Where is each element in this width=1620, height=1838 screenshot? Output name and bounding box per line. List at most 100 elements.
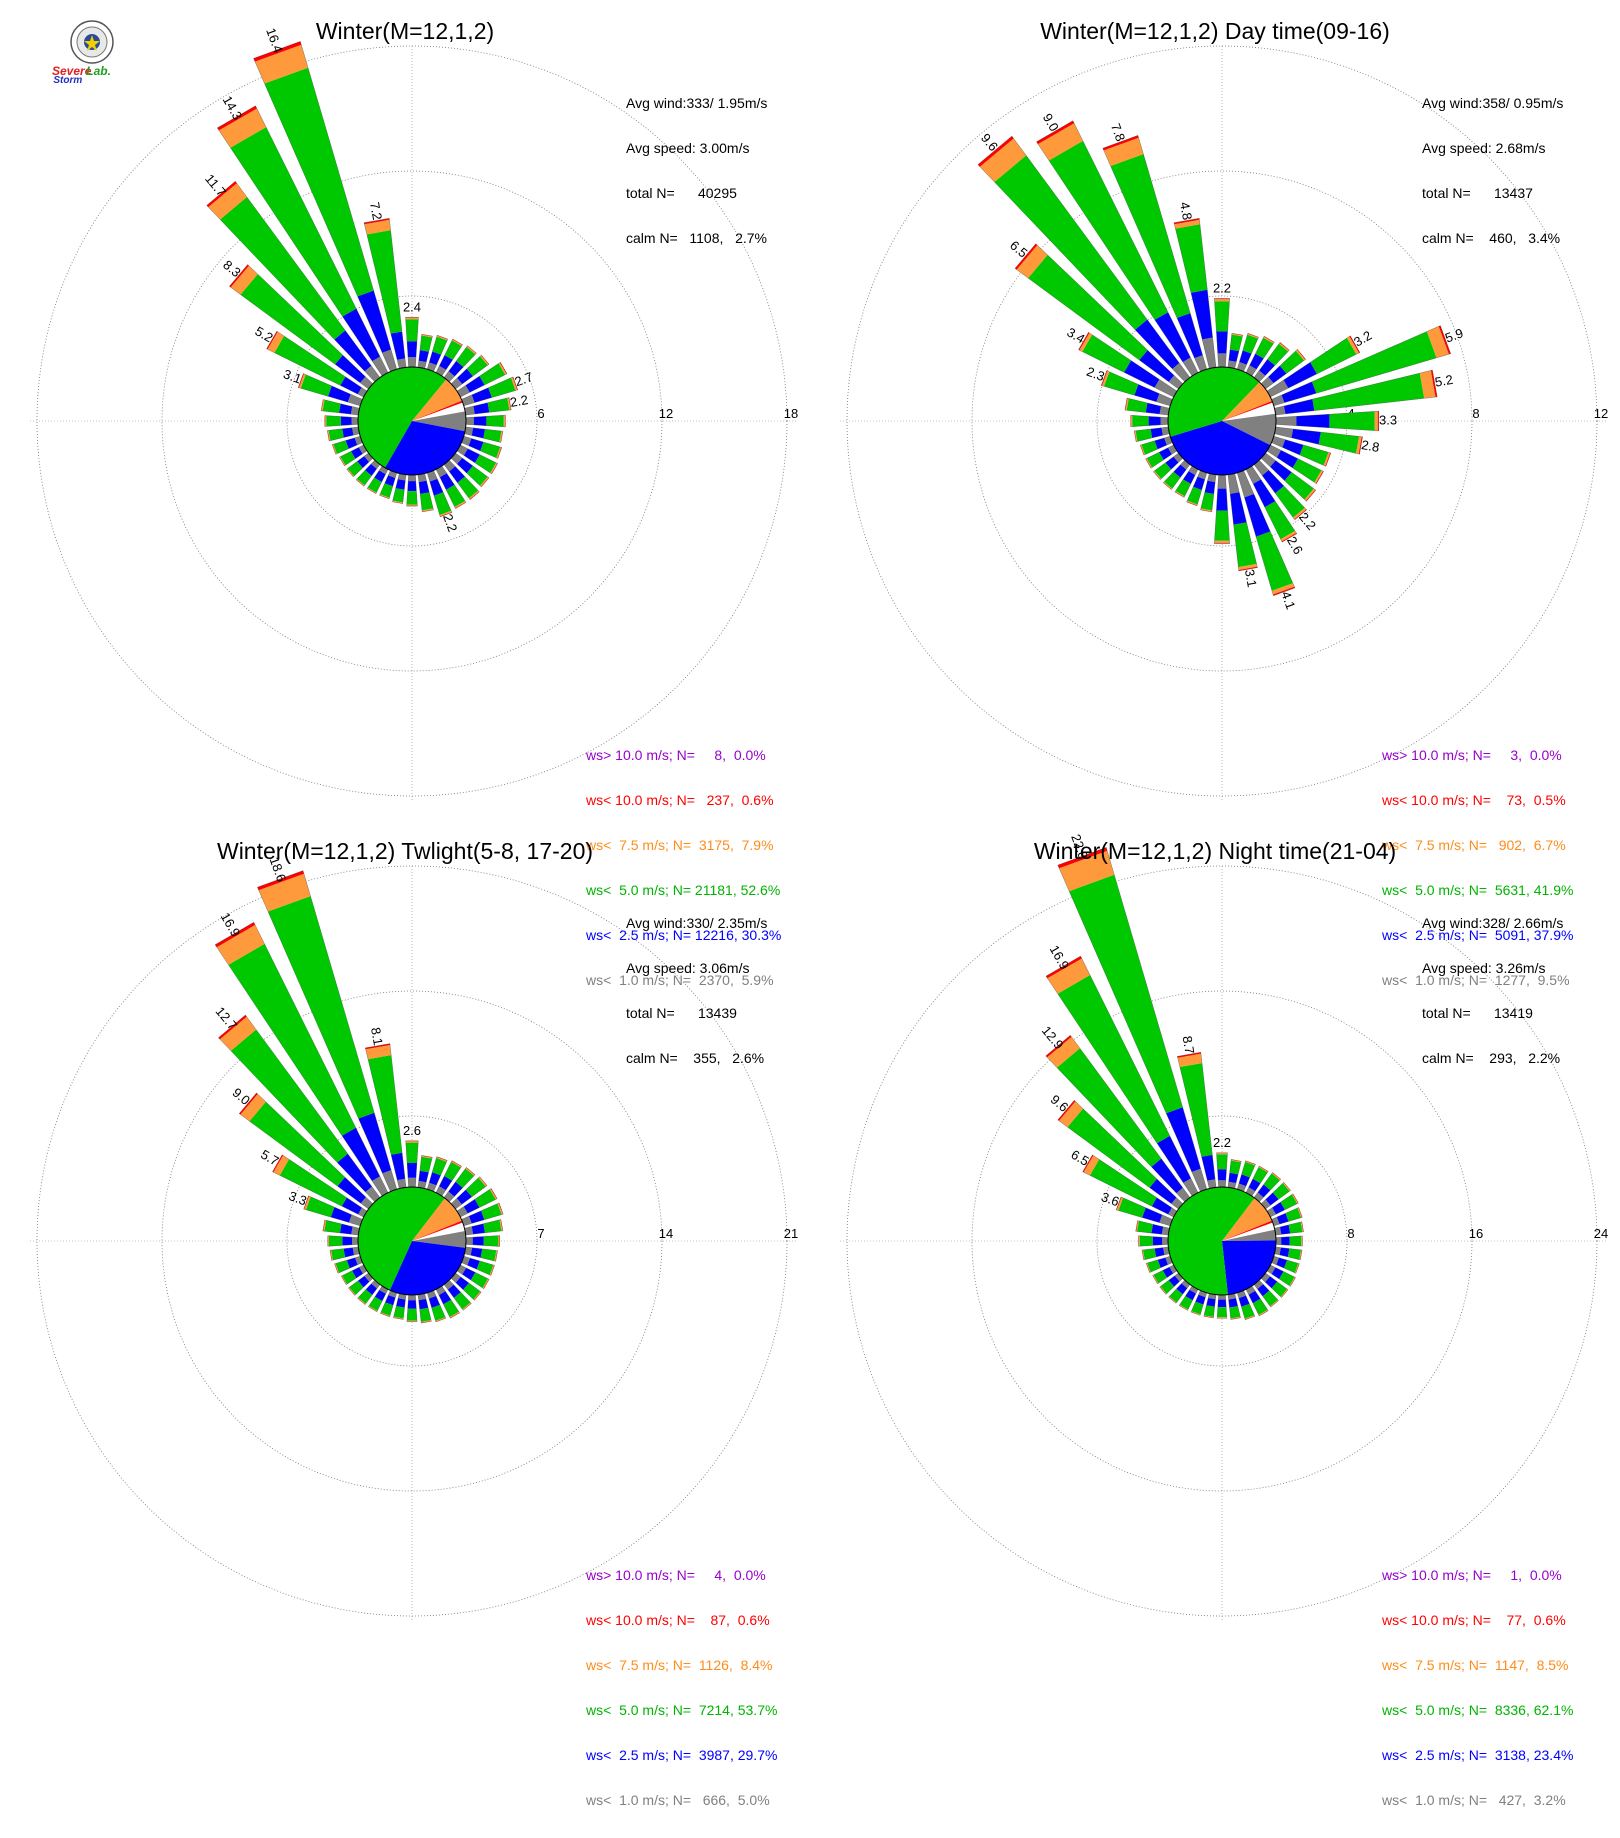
chart-title: Winter(M=12,1,2) Twlight(5-8, 17-20) [0, 838, 810, 865]
bar-segment [465, 406, 475, 415]
bar-segment [329, 1236, 342, 1246]
stat-avg-speed: Avg speed: 3.26m/s [1422, 961, 1563, 976]
lab-logo: SevereStormLab. [48, 20, 158, 90]
bar-segment [1162, 1237, 1168, 1245]
bar-label: 5.2 [1434, 372, 1454, 390]
ring-label: 8 [1472, 406, 1479, 421]
chart-title: Winter(M=12,1,2) Day time(09-16) [810, 18, 1620, 45]
stat-calm-n: calm N= 293, 2.2% [1422, 1051, 1563, 1066]
legend-item: ws< 1.0 m/s; N= 666, 5.0% [586, 1793, 777, 1808]
bar-segment [406, 1143, 418, 1163]
bar-segment [407, 1163, 417, 1178]
bar-segment [481, 1249, 497, 1261]
bar-segment [342, 1237, 352, 1246]
bar-segment [1297, 414, 1330, 428]
bar-segment [326, 416, 341, 427]
bar-segment [1329, 411, 1374, 430]
legend-item: ws> 10.0 m/s; N= 8, 0.0% [586, 748, 781, 763]
bar-segment [1214, 299, 1229, 301]
legend-item: ws< 7.5 m/s; N= 1147, 8.5% [1382, 1658, 1573, 1673]
bar-segment [419, 481, 429, 494]
bar-segment [1136, 429, 1153, 442]
bar-segment [1276, 1237, 1281, 1244]
stat-calm-n: calm N= 460, 3.4% [1422, 231, 1563, 246]
bar-segment [1216, 331, 1227, 353]
bar-segment [408, 1295, 415, 1300]
bar-segment [1149, 416, 1161, 425]
bar-segment [408, 475, 416, 481]
stats-block: Avg wind:333/ 1.95m/s Avg speed: 3.00m/s… [626, 66, 767, 276]
bar-segment [396, 1298, 405, 1307]
bar-label: 2.4 [403, 299, 421, 314]
bar-label: 8.1 [368, 1026, 386, 1046]
bar-label: 2.2 [509, 392, 529, 410]
bar-segment [397, 358, 406, 368]
bar-segment [325, 416, 326, 427]
bar-segment [407, 1321, 417, 1322]
bar-label: 7.2 [367, 201, 385, 221]
logo-storm: Storm [53, 75, 82, 86]
bar-segment [394, 1306, 405, 1318]
bar-segment [407, 491, 418, 505]
bar-label: 5.9 [1443, 325, 1465, 345]
bar-segment [1143, 1249, 1156, 1260]
bar-segment [472, 428, 485, 438]
bar-label: 4.1 [1278, 589, 1298, 611]
stats-block: Avg wind:358/ 0.95m/s Avg speed: 2.68m/s… [1422, 66, 1563, 276]
bar-segment [1161, 417, 1169, 425]
bar-segment [1230, 492, 1246, 524]
stats-block: Avg wind:328/ 2.66m/s Avg speed: 3.26m/s… [1422, 886, 1563, 1096]
legend-item: ws> 10.0 m/s; N= 4, 0.0% [586, 1568, 777, 1583]
bar-segment [391, 1153, 405, 1180]
legend-item: ws< 10.0 m/s; N= 87, 0.6% [586, 1613, 777, 1628]
bar-segment [1218, 1300, 1226, 1308]
bar-segment [339, 404, 352, 414]
bar-segment [408, 357, 416, 367]
bar-segment [466, 1237, 473, 1245]
bar-segment [1230, 1161, 1241, 1175]
bar-segment [1151, 428, 1163, 438]
stat-avg-wind: Avg wind:330/ 2.35m/s [626, 916, 767, 931]
legend-item: ws< 10.0 m/s; N= 73, 0.5% [1382, 793, 1573, 808]
bar-segment [329, 429, 344, 441]
bar-label: 2.7 [513, 369, 535, 389]
bar-segment [1229, 350, 1239, 362]
ring-label: 7 [537, 1226, 544, 1241]
bar-segment [1151, 1224, 1163, 1234]
ring-label: 21 [784, 1226, 798, 1241]
ring-label: 8 [1347, 1226, 1354, 1241]
bar-segment [420, 1157, 432, 1173]
bar-segment [1275, 406, 1286, 415]
bar-segment [1281, 1237, 1290, 1246]
bar-segment [1155, 1248, 1165, 1257]
bar-segment [1216, 489, 1227, 511]
legend-item: ws< 2.5 m/s; N= 3138, 23.4% [1382, 1748, 1573, 1763]
speed-pie-slice [1222, 1241, 1276, 1295]
bar-segment [1218, 1169, 1227, 1180]
bar-segment [1146, 403, 1161, 414]
bar-segment [1234, 522, 1257, 567]
bar-label: 2.2 [1213, 1135, 1231, 1150]
stat-calm-n: calm N= 355, 2.6% [626, 1051, 767, 1066]
bar-segment [1289, 1222, 1303, 1233]
bar-segment [1292, 429, 1321, 444]
stat-avg-wind: Avg wind:358/ 0.95m/s [1422, 96, 1563, 111]
bar-segment [352, 1237, 358, 1245]
bar-segment [1140, 1236, 1153, 1246]
windrose-panel-winter-day: 48123.25.95.23.32.82.22.64.13.12.33.46.5… [810, 0, 1620, 820]
legend-item: ws< 1.0 m/s; N= 427, 3.2% [1382, 1793, 1573, 1808]
bar-segment [1217, 1307, 1227, 1317]
bar-segment [1218, 475, 1227, 489]
stat-avg-speed: Avg speed: 3.06m/s [626, 961, 767, 976]
stat-avg-wind: Avg wind:328/ 2.66m/s [1422, 916, 1563, 931]
legend: ws> 10.0 m/s; N= 1, 0.0% ws< 10.0 m/s; N… [1382, 1538, 1573, 1838]
bar-segment [472, 1224, 485, 1234]
bar-segment [407, 505, 418, 506]
bar-segment [344, 1248, 354, 1258]
bar-segment [483, 1220, 501, 1233]
legend: ws> 10.0 m/s; N= 4, 0.0% ws< 10.0 m/s; N… [586, 1538, 777, 1838]
stats-block: Avg wind:330/ 2.35m/s Avg speed: 3.06m/s… [626, 886, 767, 1096]
bar-segment [1276, 416, 1297, 425]
bar-segment [420, 336, 432, 352]
